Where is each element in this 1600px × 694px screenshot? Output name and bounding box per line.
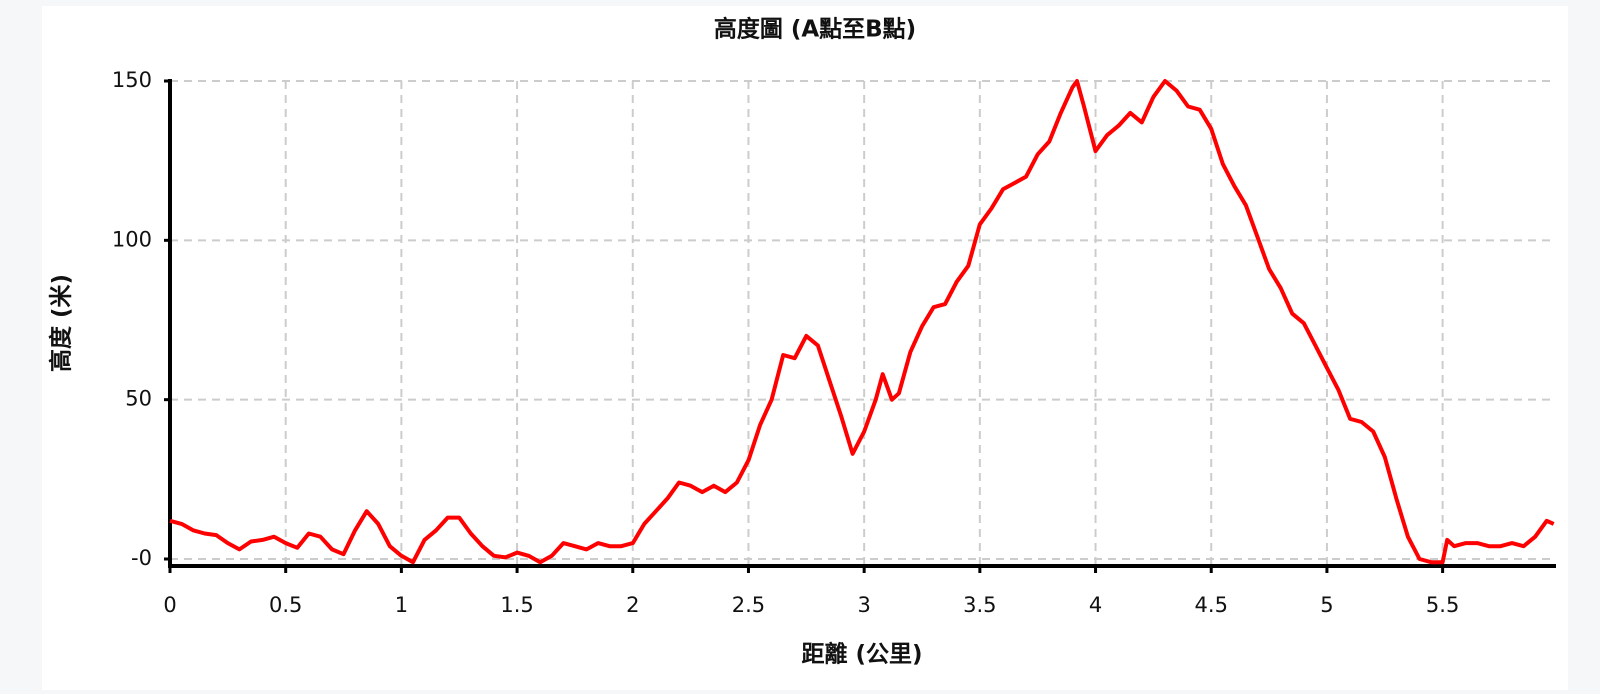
x-axis-label: 距離 (公里) (801, 641, 922, 668)
x-tick-label: 5 (1320, 593, 1333, 617)
chart-title: 高度圖 (A點至B點) (714, 16, 916, 43)
y-tick-label: -0 (131, 546, 152, 570)
x-tick-label: 2.5 (732, 593, 765, 617)
x-tick-label: 2 (626, 593, 639, 617)
x-tick-label: 3.5 (963, 593, 996, 617)
x-tick-label: 1 (395, 593, 408, 617)
x-tick-label: 4.5 (1195, 593, 1228, 617)
y-tick-label: 150 (112, 68, 152, 92)
x-tick-label: 3 (857, 593, 870, 617)
chart-panel (42, 6, 1568, 690)
x-tick-label: 5.5 (1426, 593, 1459, 617)
x-tick-label: 0 (163, 593, 176, 617)
x-tick-label: 4 (1089, 593, 1102, 617)
x-tick-label: 1.5 (500, 593, 533, 617)
elevation-line (169, 79, 1555, 565)
x-tick-label: 0.5 (269, 593, 302, 617)
y-axis-label: 高度 (米) (48, 274, 75, 372)
y-tick-label: 50 (125, 387, 152, 411)
y-tick-label: 100 (112, 227, 152, 251)
